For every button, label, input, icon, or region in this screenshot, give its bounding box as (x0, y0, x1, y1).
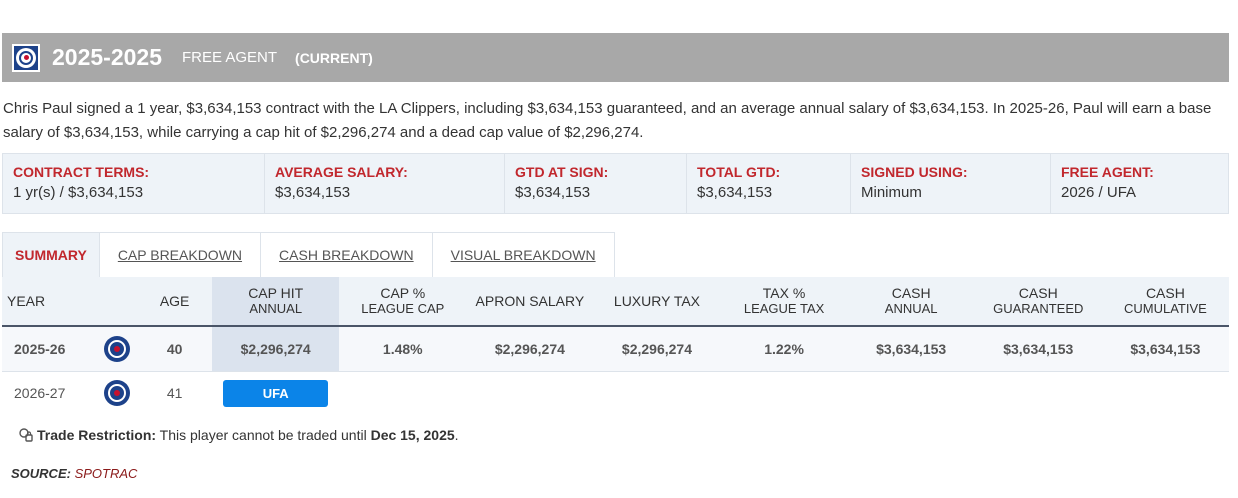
cell-logo (97, 326, 138, 372)
tab-visual-breakdown[interactable]: VISUAL BREAKDOWN (450, 247, 596, 263)
contract-summary: Chris Paul signed a 1 year, $3,634,153 c… (3, 100, 1212, 141)
header-logo (97, 277, 138, 327)
clippers-logo-icon (12, 43, 40, 72)
table-row: 2025-26 40 $2,296,274 1.48% $2,296,274 $… (2, 326, 1229, 372)
term-label: AVERAGE SALARY: (275, 164, 408, 180)
clippers-logo-icon (104, 380, 131, 407)
header-cash-guaranteed[interactable]: CASH GUARANTEED (974, 277, 1102, 327)
trade-restriction-text: This player cannot be traded until (156, 427, 371, 443)
header-age[interactable]: AGE (137, 277, 213, 327)
cell-year: 2025-26 (2, 326, 98, 372)
cell-cash-annual: $3,634,153 (847, 326, 975, 372)
cell-empty (339, 371, 1229, 415)
term-value: $3,634,153 (697, 184, 773, 201)
ufa-badge: UFA (223, 379, 329, 407)
term-label: CONTRACT TERMS: (13, 164, 150, 180)
contract-years: 2025-2025 (52, 44, 162, 70)
cell-age: 41 (166, 385, 183, 402)
term-label: TOTAL GTD: (697, 164, 781, 180)
tab-cash-breakdown[interactable]: CASH BREAKDOWN (261, 233, 433, 277)
term-free-agent: FREE AGENT: 2026 / UFA (1051, 154, 1228, 213)
term-gtd-at-sign: GTD AT SIGN: $3,634,153 (505, 154, 687, 213)
header-cap-hit[interactable]: CAP HIT ANNUAL (212, 277, 340, 327)
table-row: 2026-27 41 UFA (2, 371, 1229, 415)
header-cash-annual[interactable]: CASH ANNUAL (847, 277, 975, 327)
cell-cap-hit: $2,296,274 (212, 326, 340, 372)
trade-restriction-note: Trade Restriction: This player cannot be… (18, 427, 459, 443)
cell-tax-pct: 1.22% (720, 326, 848, 372)
contract-header: 2025-2025 FREE AGENT (CURRENT) (2, 33, 1229, 82)
cell-luxury-tax: $2,296,274 (593, 326, 721, 372)
cell-apron-salary: $2,296,274 (466, 326, 594, 372)
header-year[interactable]: YEAR (2, 277, 98, 327)
term-average-salary: AVERAGE SALARY: $3,634,153 (265, 154, 505, 213)
term-label: GTD AT SIGN: (515, 164, 609, 180)
header-cap-pct[interactable]: CAP % LEAGUE CAP (339, 277, 467, 327)
source-link[interactable]: SPOTRAC (74, 466, 138, 481)
cell-cash-guaranteed: $3,634,153 (974, 326, 1102, 372)
tab-summary[interactable]: SUMMARY (3, 233, 100, 277)
cell-status: UFA (212, 371, 339, 415)
term-value: 2026 / UFA (1061, 184, 1137, 201)
trade-restriction-end: . (454, 427, 459, 443)
source-credit: SOURCE: SPOTRAC (11, 466, 137, 481)
header-cash-cumulative[interactable]: CASH CUMULATIVE (1101, 277, 1229, 327)
table-header-row: YEAR AGE CAP HIT ANNUAL CAP % LEAGUE CAP A… (2, 277, 1229, 327)
term-label: SIGNED USING: (861, 164, 968, 180)
trade-restriction-date: Dec 15, 2025 (370, 427, 455, 443)
header-tax-pct[interactable]: TAX % LEAGUE TAX (720, 277, 848, 327)
term-value: $3,634,153 (515, 184, 591, 201)
clippers-logo-icon (104, 335, 131, 362)
term-total-gtd: TOTAL GTD: $3,634,153 (687, 154, 851, 213)
lock-icon (19, 428, 33, 442)
header-apron-salary[interactable]: APRON SALARY (466, 277, 594, 327)
cell-age: 40 (137, 326, 213, 372)
cell-cap-pct: 1.48% (339, 326, 467, 372)
contract-terms-row: CONTRACT TERMS: 1 yr(s) / $3,634,153 AVE… (2, 153, 1229, 214)
trade-restriction-label: Trade Restriction: (37, 427, 157, 443)
term-value: $3,634,153 (275, 184, 351, 201)
tab-cap-breakdown[interactable]: CAP BREAKDOWN (100, 233, 262, 277)
contract-status: FREE AGENT (182, 49, 278, 66)
term-value: Minimum (861, 184, 922, 201)
cell-cash-cumulative: $3,634,153 (1101, 326, 1229, 372)
term-contract: CONTRACT TERMS: 1 yr(s) / $3,634,153 (3, 154, 265, 213)
current-label: (CURRENT) (295, 49, 373, 66)
term-signed-using: SIGNED USING: Minimum (851, 154, 1051, 213)
cell-logo (97, 371, 137, 415)
header-luxury-tax[interactable]: LUXURY TAX (593, 277, 721, 327)
term-value: 1 yr(s) / $3,634,153 (13, 184, 144, 201)
term-label: FREE AGENT: (1061, 164, 1154, 180)
source-label: SOURCE: (11, 466, 71, 481)
contract-table: YEAR AGE CAP HIT ANNUAL CAP % LEAGUE CAP A… (2, 277, 1229, 415)
cell-year: 2026-27 (14, 385, 66, 402)
breakdown-tabs: SUMMARY CAP BREAKDOWN CASH BREAKDOWN VIS… (2, 232, 615, 277)
